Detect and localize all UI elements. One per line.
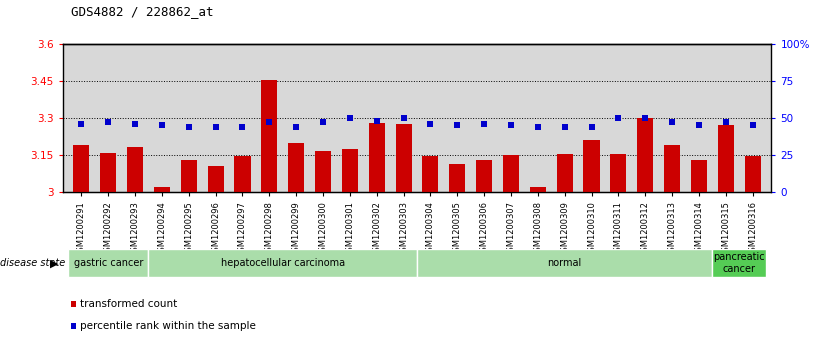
Bar — [422, 156, 439, 192]
Bar — [395, 124, 412, 192]
Text: pancreatic
cancer: pancreatic cancer — [713, 252, 765, 274]
Bar — [208, 166, 224, 192]
Bar — [369, 123, 384, 192]
Bar — [584, 140, 600, 192]
Text: GDS4882 / 228862_at: GDS4882 / 228862_at — [71, 5, 214, 18]
Bar — [476, 160, 492, 192]
Bar — [153, 187, 170, 192]
Bar — [127, 147, 143, 192]
Bar — [530, 187, 546, 192]
Bar — [73, 145, 89, 192]
Text: ▶: ▶ — [50, 258, 58, 268]
Bar — [718, 125, 734, 192]
Bar — [503, 155, 519, 192]
Bar — [68, 249, 148, 277]
Bar — [450, 164, 465, 192]
Bar — [315, 151, 331, 192]
Text: hepatocellular carcinoma: hepatocellular carcinoma — [221, 258, 344, 268]
Bar — [417, 249, 712, 277]
Bar — [637, 118, 653, 192]
Text: percentile rank within the sample: percentile rank within the sample — [80, 321, 256, 331]
Bar — [148, 249, 417, 277]
Bar — [234, 156, 250, 192]
Bar — [664, 145, 681, 192]
Bar — [610, 154, 626, 192]
Bar — [261, 79, 278, 192]
Bar — [100, 153, 116, 192]
Text: normal: normal — [548, 258, 582, 268]
Bar — [556, 154, 573, 192]
Bar — [342, 149, 358, 192]
Bar — [691, 160, 707, 192]
Bar — [288, 143, 304, 192]
Text: disease state: disease state — [0, 258, 65, 268]
Text: transformed count: transformed count — [80, 299, 178, 309]
Bar — [181, 160, 197, 192]
Bar — [745, 156, 761, 192]
Bar — [712, 249, 766, 277]
Text: gastric cancer: gastric cancer — [73, 258, 143, 268]
